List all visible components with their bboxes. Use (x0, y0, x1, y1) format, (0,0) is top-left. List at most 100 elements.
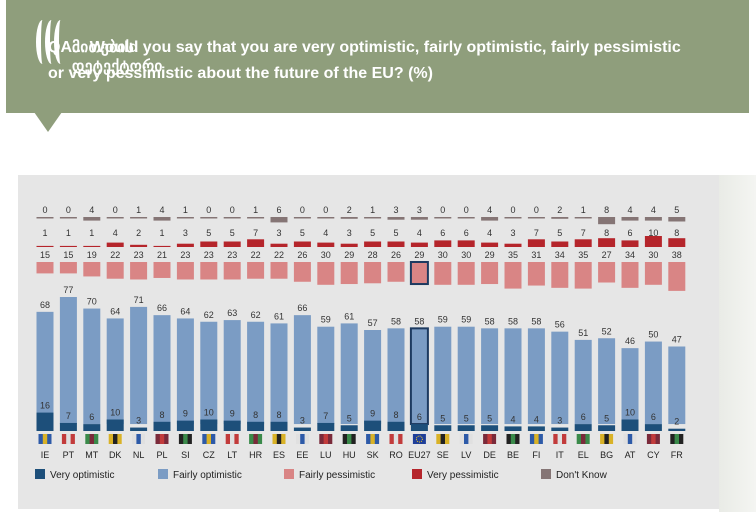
very-pessimistic-label: 5 (300, 228, 305, 238)
fairly-pessimistic-label: 15 (40, 250, 50, 260)
dont-know-label: 1 (370, 205, 375, 215)
flag-stripe (534, 434, 539, 444)
dont-know-bar (410, 217, 428, 220)
fairly-pessimistic-label: 31 (531, 250, 541, 260)
dont-know-bar (668, 217, 686, 222)
logo-wave-icon (54, 20, 67, 64)
fairly-pessimistic-bar (504, 262, 522, 289)
very-pessimistic-label: 5 (393, 228, 398, 238)
fairly-pessimistic-label: 29 (485, 250, 495, 260)
very-pessimistic-bar (83, 245, 101, 247)
very-pessimistic-bar (317, 242, 335, 247)
very-pessimistic-label: 5 (230, 228, 235, 238)
very-optimistic-bar (106, 419, 124, 431)
dont-know-label: 4 (627, 205, 632, 215)
dont-know-bar (340, 217, 358, 219)
fairly-pessimistic-bar (668, 262, 686, 291)
very-pessimistic-bar (176, 243, 194, 247)
fairly-optimistic-label: 64 (180, 306, 190, 316)
very-pessimistic-label: 10 (648, 228, 658, 238)
fairly-optimistic-bar (153, 315, 171, 425)
fairly-pessimistic-bar (36, 262, 54, 274)
fairly-pessimistic-label: 35 (508, 250, 518, 260)
flag-stripe (136, 434, 141, 444)
very-pessimistic-label: 1 (159, 228, 164, 238)
logo-wave-icon (36, 20, 49, 64)
country-label: PL (156, 450, 167, 460)
dont-know-bar (317, 217, 335, 219)
fairly-optimistic-label: 56 (555, 320, 565, 330)
fairly-pessimistic-label: 34 (625, 250, 635, 260)
fairly-pessimistic-bar (551, 262, 569, 288)
dont-know-label: 3 (393, 205, 398, 215)
country-label: FI (532, 450, 540, 460)
fairly-optimistic-bar (106, 318, 124, 425)
fairly-pessimistic-label: 23 (180, 250, 190, 260)
very-pessimistic-label: 3 (183, 228, 188, 238)
very-pessimistic-bar (527, 239, 545, 247)
country-label: PT (63, 450, 75, 460)
fairly-optimistic-bar (574, 339, 592, 425)
very-pessimistic-bar (457, 240, 475, 247)
panel-shadow (719, 175, 756, 512)
country-label: SK (367, 450, 379, 460)
fairly-optimistic-bar (293, 315, 311, 425)
dont-know-bar (130, 217, 148, 219)
country-label: CZ (203, 450, 215, 460)
fairly-optimistic-bar (176, 318, 194, 425)
dont-know-label: 2 (347, 205, 352, 215)
fairly-pessimistic-bar (644, 262, 662, 285)
very-optimistic-label: 7 (323, 411, 328, 421)
dont-know-label: 3 (417, 205, 422, 215)
country-label: LU (320, 450, 332, 460)
flag-stripe (487, 434, 492, 444)
fairly-pessimistic-bar (457, 262, 475, 285)
flag-stripe (581, 434, 586, 444)
fairly-pessimistic-bar (434, 262, 452, 285)
dont-know-label: 8 (604, 205, 609, 215)
very-optimistic-bar (551, 427, 569, 431)
fairly-pessimistic-label: 30 (648, 250, 658, 260)
dont-know-label: 4 (487, 205, 492, 215)
country-label: SI (181, 450, 190, 460)
country-label: NL (133, 450, 145, 460)
fairly-optimistic-label: 58 (531, 316, 541, 326)
very-optimistic-label: 5 (347, 413, 352, 423)
fairly-optimistic-label: 59 (438, 315, 448, 325)
eu-stars-icon (415, 435, 423, 443)
very-pessimistic-label: 4 (113, 228, 118, 238)
very-optimistic-bar (387, 421, 405, 431)
fairly-pessimistic-bar (176, 262, 194, 280)
flag-stripe (113, 434, 118, 444)
very-optimistic-bar (621, 419, 639, 431)
very-optimistic-bar (270, 421, 288, 431)
dont-know-label: 0 (440, 205, 445, 215)
very-optimistic-bar (527, 426, 545, 431)
question-header (6, 0, 749, 113)
fairly-optimistic-bar (270, 323, 288, 425)
very-optimistic-label: 6 (581, 412, 586, 422)
very-optimistic-bar (364, 420, 382, 431)
very-pessimistic-label: 8 (674, 228, 679, 238)
fairly-pessimistic-bar (527, 262, 545, 286)
dont-know-bar (176, 217, 194, 219)
very-pessimistic-label: 3 (347, 228, 352, 238)
legend-label: Fairly optimistic (173, 470, 242, 481)
very-optimistic-bar (130, 427, 148, 431)
flag-stripe (604, 434, 609, 444)
dont-know-bar (644, 217, 662, 221)
dont-know-label: 0 (206, 205, 211, 215)
very-optimistic-bar (176, 420, 194, 431)
very-optimistic-label: 4 (510, 414, 515, 424)
fairly-pessimistic-label: 29 (344, 250, 354, 260)
fairly-pessimistic-bar (340, 262, 358, 285)
very-optimistic-label: 5 (604, 413, 609, 423)
fairly-optimistic-label: 47 (672, 335, 682, 345)
fairly-pessimistic-label: 28 (368, 250, 378, 260)
very-pessimistic-bar (293, 241, 311, 247)
very-pessimistic-label: 5 (370, 228, 375, 238)
very-optimistic-label: 8 (159, 410, 164, 420)
very-pessimistic-bar (387, 241, 405, 247)
flag-stripe (557, 434, 562, 444)
very-optimistic-bar (504, 426, 522, 431)
